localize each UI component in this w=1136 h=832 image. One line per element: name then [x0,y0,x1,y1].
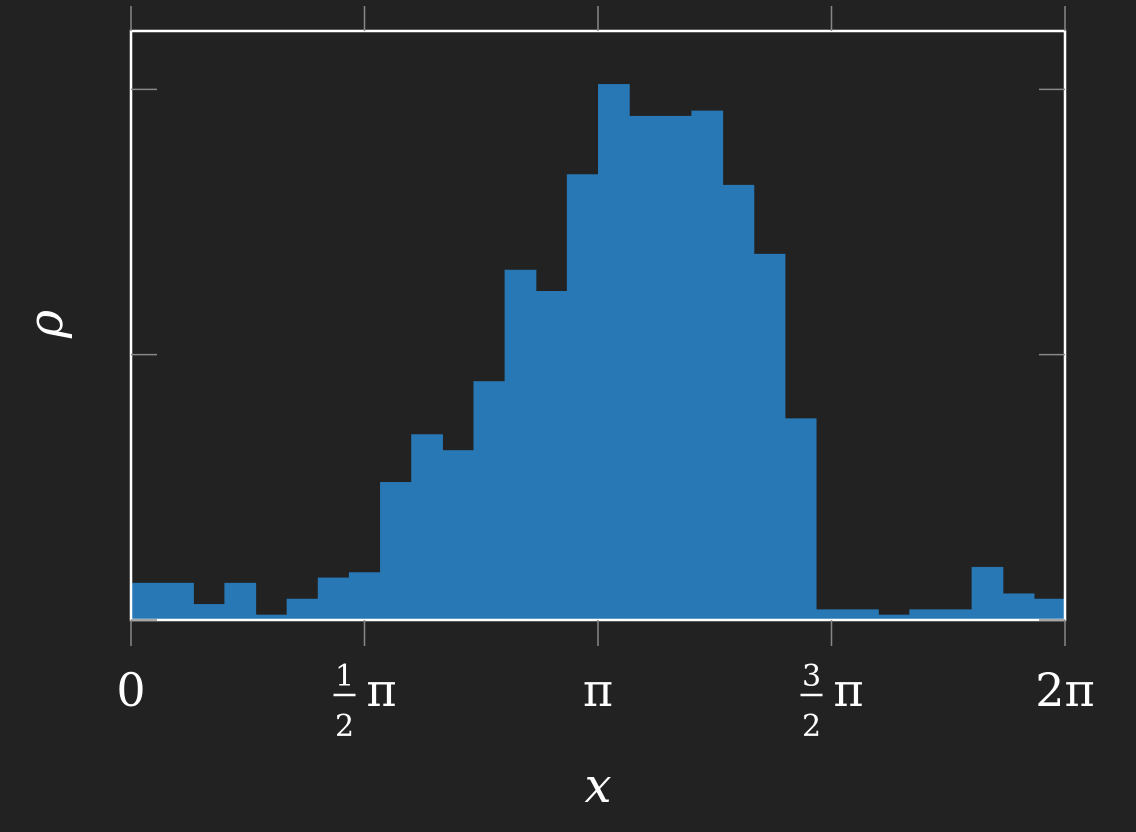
histogram-bar [131,582,163,620]
x-tick-labels: 0 12π π 32π 2π [116,659,1094,744]
histogram-bar [566,174,599,620]
y-axis-label: ρ [18,310,74,339]
histogram-bar [1002,593,1035,620]
histogram-bar [411,434,443,620]
histogram-bar [224,582,257,620]
histogram-bar [504,269,537,620]
histogram-bar [535,291,568,620]
histogram-bar [286,598,319,620]
x-tick-label: 0 [116,663,145,717]
x-tick-label-numerator: 1 [335,659,354,694]
histogram-bar [317,577,350,620]
histogram-bar [162,582,194,620]
histogram-bar [380,482,412,620]
histogram-bar [847,609,879,620]
histogram-bar [784,418,817,620]
x-tick-label: π [583,663,613,717]
histogram-bar [473,381,506,620]
x-tick-label-numerator: 3 [802,659,821,694]
histogram-bar [878,614,910,620]
x-tick-label: 2π [1035,663,1095,717]
x-tick-label-denominator: 2 [335,709,354,744]
histogram-bar [1033,598,1066,620]
histogram-bar [722,184,755,621]
histogram-bar [815,609,848,620]
histogram-bar [691,110,724,620]
histogram-bar [909,609,942,620]
histogram-bar [597,84,630,621]
tick-marks [130,6,1066,646]
histogram-bar [971,566,1004,620]
histogram-bars [131,84,1066,621]
histogram-bar [255,614,288,620]
x-tick-label-symbol: π [833,663,863,717]
x-tick-label-denominator: 2 [802,709,821,744]
x-axis-label: x [584,758,611,814]
histogram-bar [753,253,786,620]
histogram-bar [442,450,475,620]
x-tick-label-symbol: π [366,663,396,717]
histogram-bar [940,609,973,620]
histogram-bar [629,115,661,620]
histogram-bar [660,115,692,620]
histogram-bar [193,604,226,620]
histogram-bar [348,572,381,620]
